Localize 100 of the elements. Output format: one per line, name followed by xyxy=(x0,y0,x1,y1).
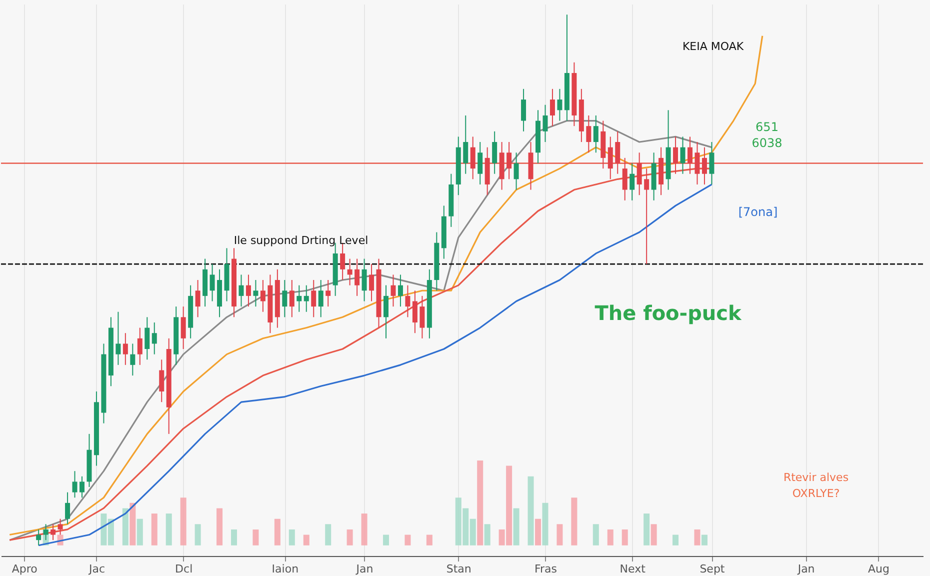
bar xyxy=(325,524,332,546)
bar xyxy=(136,518,143,546)
candlestick xyxy=(593,114,598,154)
candlestick xyxy=(463,114,468,174)
bar xyxy=(404,534,411,546)
candlestick xyxy=(673,136,678,174)
candlestick xyxy=(557,88,562,122)
candlestick xyxy=(304,284,309,312)
x-tick-label: Apro xyxy=(12,562,38,576)
candlestick xyxy=(615,130,620,174)
candlestick xyxy=(586,114,592,154)
bar xyxy=(166,514,172,546)
bar xyxy=(288,529,295,546)
candlestick xyxy=(420,295,425,339)
annotation: 651 xyxy=(756,120,778,134)
x-tick-label: Next xyxy=(620,562,646,576)
bar xyxy=(535,518,541,546)
candlestick xyxy=(296,284,302,312)
candlestick xyxy=(144,316,150,360)
bar xyxy=(231,529,237,546)
candlestick xyxy=(521,88,526,132)
candlestick xyxy=(369,264,374,302)
candlestick xyxy=(318,280,324,318)
annotation: Ile suppond Drting Level xyxy=(234,234,368,247)
candlestick xyxy=(195,280,200,318)
candlestick xyxy=(289,280,294,318)
x-tick-label: Dcl xyxy=(175,562,193,576)
candlestick xyxy=(709,142,714,185)
candlestick xyxy=(412,290,418,334)
candlestick xyxy=(260,280,266,312)
candlestick xyxy=(122,332,128,366)
bar xyxy=(484,524,490,546)
candlestick xyxy=(72,470,78,498)
bar xyxy=(592,524,599,546)
bar xyxy=(694,529,700,546)
candlestick xyxy=(384,284,388,339)
x-tick-label: Fras xyxy=(534,562,558,576)
candlestick xyxy=(405,284,410,318)
candlestick xyxy=(362,258,367,302)
candlestick xyxy=(550,88,555,127)
candlestick xyxy=(246,274,251,308)
bar xyxy=(122,508,128,546)
candlestick xyxy=(137,327,142,366)
bar xyxy=(644,514,650,546)
candlestick xyxy=(159,359,164,403)
candlestick xyxy=(180,306,186,350)
candlestick xyxy=(492,130,498,174)
bar xyxy=(274,518,280,546)
bar xyxy=(303,534,310,546)
candlestick xyxy=(636,152,642,196)
candlestick xyxy=(65,492,70,525)
bar xyxy=(383,534,389,546)
annotation: OXRLYE? xyxy=(792,487,840,500)
candlestick xyxy=(398,274,403,308)
bar xyxy=(556,524,563,546)
bar xyxy=(650,524,657,546)
candlestick xyxy=(354,258,360,296)
bar xyxy=(426,534,432,546)
bar xyxy=(252,529,259,546)
candlestick xyxy=(50,524,56,541)
x-tick-label: Sept xyxy=(700,562,726,576)
candlestick xyxy=(238,274,244,308)
candlestick xyxy=(608,136,613,180)
bar xyxy=(346,529,353,546)
candlestick xyxy=(253,280,258,308)
bar xyxy=(607,529,614,546)
bar xyxy=(542,502,548,546)
bar xyxy=(622,529,628,546)
annotation: KEIA MOAK xyxy=(682,40,744,53)
candlestick xyxy=(36,528,42,546)
x-tick-label: Aug xyxy=(868,562,890,576)
x-tick-label: Jac xyxy=(88,562,105,576)
bar xyxy=(672,534,679,546)
candlestick xyxy=(680,136,686,174)
annotation: Rtevir alves xyxy=(783,471,849,484)
candlestick xyxy=(470,136,476,180)
annotation: [7ona] xyxy=(738,205,778,219)
bar xyxy=(216,508,223,546)
candlestick xyxy=(282,280,288,318)
candlestick xyxy=(80,476,84,498)
candlestick xyxy=(630,162,635,201)
bar xyxy=(571,498,578,546)
candlestick xyxy=(506,142,512,180)
bar xyxy=(477,460,484,546)
candlestick xyxy=(644,168,650,265)
bar xyxy=(180,498,186,546)
bar xyxy=(151,514,158,546)
candlestick xyxy=(514,152,519,190)
x-tick-label: Iaion xyxy=(272,562,299,576)
candlestick xyxy=(347,258,352,286)
candlestick xyxy=(116,311,121,366)
candlestick xyxy=(152,322,157,355)
x-tick-label: Jan xyxy=(796,562,815,576)
bar xyxy=(130,502,136,546)
candlestick xyxy=(311,280,316,318)
annotation: 6038 xyxy=(752,136,782,150)
bar xyxy=(361,514,368,546)
candlestick xyxy=(130,343,136,376)
candlestick xyxy=(326,280,331,308)
bar xyxy=(528,476,534,546)
